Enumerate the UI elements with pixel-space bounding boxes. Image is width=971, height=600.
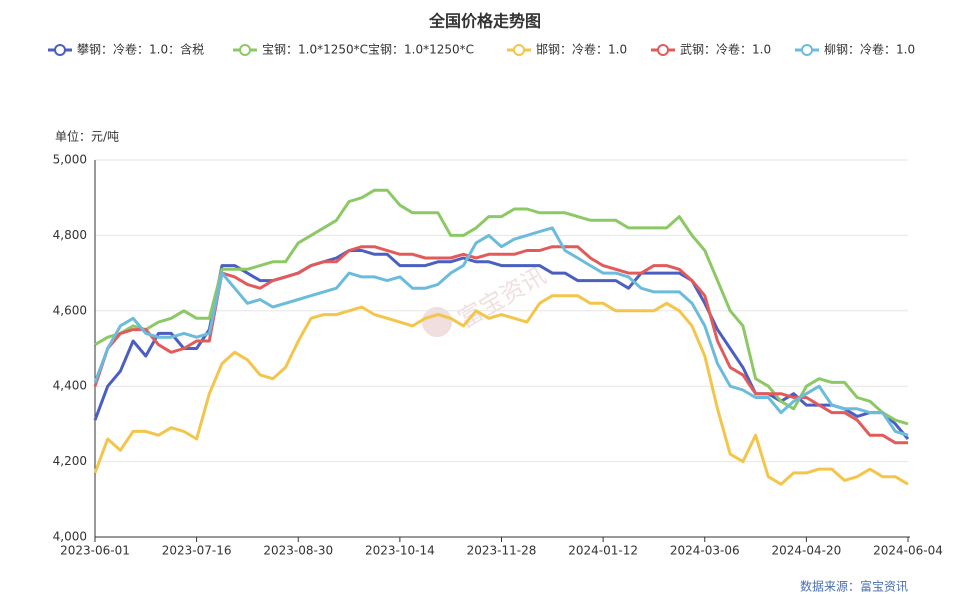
x-tick-label: 2023-08-30	[263, 544, 333, 558]
legend-label: 攀钢：冷卷：1.0：含税	[77, 42, 204, 57]
legend-marker	[657, 44, 669, 56]
x-tick-label: 2023-06-01	[60, 544, 130, 558]
x-tick-label: 2024-06-04	[873, 544, 943, 558]
legend-marker	[54, 44, 66, 56]
y-tick-label: 4,800	[53, 228, 87, 242]
legend-marker	[801, 44, 813, 56]
series-line	[93, 245, 908, 445]
watermark-logo	[422, 307, 452, 337]
series-line	[93, 226, 909, 437]
legend-label: 宝钢：1.0*1250*C宝钢：1.0*1250*C	[262, 43, 474, 57]
y-tick-label: 5,000	[53, 153, 87, 167]
y-axis-label: 单位：元/吨	[55, 129, 119, 144]
series-line	[93, 294, 909, 486]
legend-label: 邯钢：冷卷：1.0	[536, 42, 627, 57]
x-tick-label: 2023-10-14	[365, 544, 435, 558]
x-tick-label: 2024-03-06	[670, 544, 740, 558]
y-tick-label: 4,600	[53, 303, 87, 317]
x-tick-label: 2024-04-20	[772, 544, 842, 558]
legend-label: 武钢：冷卷：1.0	[680, 42, 771, 57]
watermark: 富宝资讯	[422, 262, 551, 337]
x-tick-label: 2024-01-12	[568, 544, 638, 558]
series-line	[93, 249, 910, 440]
watermark-text: 富宝资讯	[454, 262, 551, 334]
y-tick-label: 4,000	[53, 530, 87, 544]
x-tick-label: 2023-07-16	[162, 544, 232, 558]
legend-marker	[513, 44, 525, 56]
legend-marker	[239, 44, 251, 56]
y-tick-label: 4,200	[53, 454, 87, 468]
series-line	[94, 188, 909, 426]
chart-title: 全国价格走势图	[428, 12, 541, 31]
x-tick-label: 2023-11-28	[467, 544, 537, 558]
y-tick-label: 4,400	[53, 379, 87, 393]
source: 数据来源：富宝资讯	[800, 579, 908, 594]
legend-label: 柳钢：冷卷：1.0	[824, 42, 915, 57]
